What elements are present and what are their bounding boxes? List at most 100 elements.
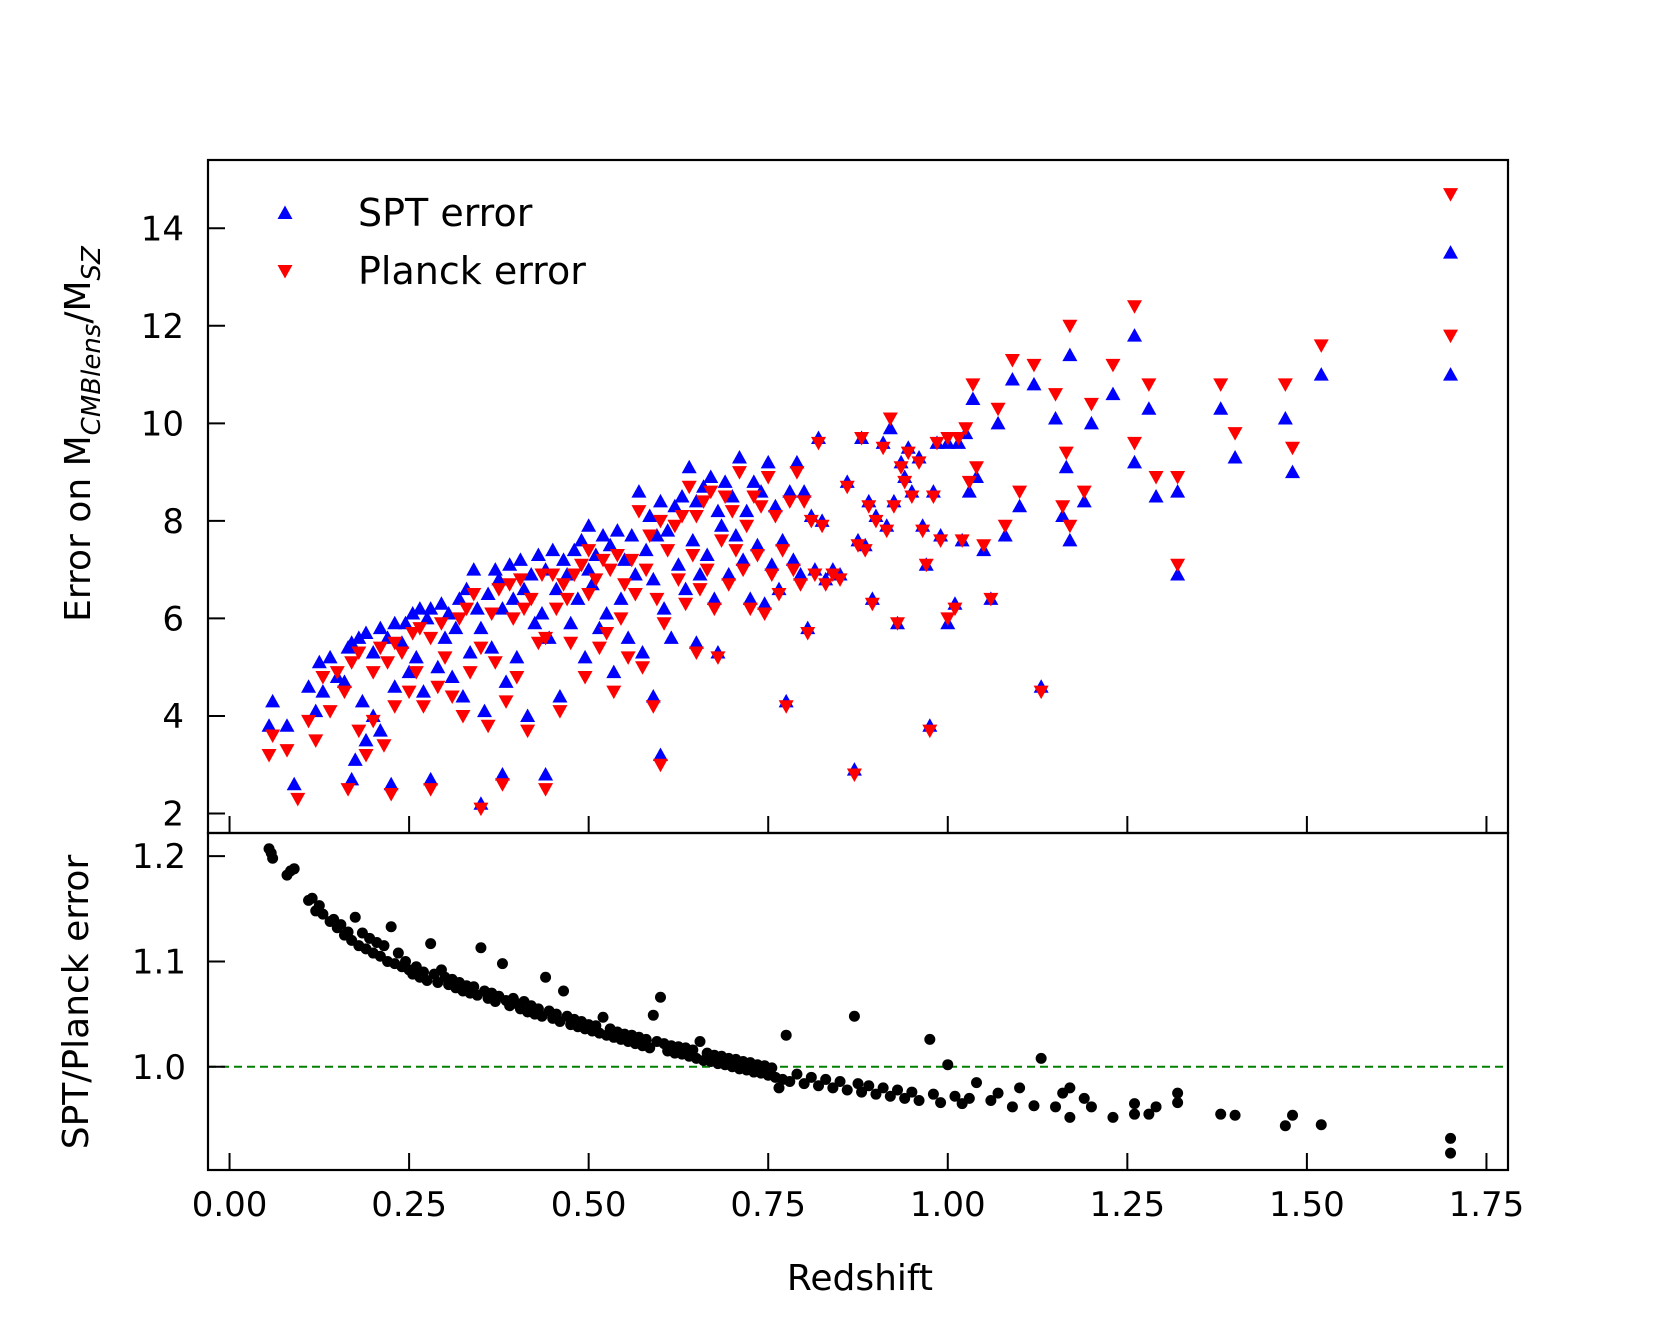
- planck-error-point-194: [1227, 427, 1243, 441]
- ratio-point-168: [992, 1087, 1004, 1099]
- planck-error-point-184: [1076, 485, 1092, 500]
- spt-error-point-75: [556, 552, 572, 566]
- spt-error-point-79: [570, 591, 586, 605]
- planck-error-point-82: [631, 505, 647, 519]
- spt-error-point-139: [767, 498, 783, 513]
- ratio-point-144: [820, 1073, 832, 1085]
- spt-error-point-144: [785, 552, 801, 566]
- planck-error-point-4: [301, 714, 317, 729]
- spt-error-point-212: [1227, 449, 1243, 464]
- spt-error-point-17: [358, 625, 374, 640]
- planck-error-point-66: [573, 558, 589, 573]
- spt-error-point-125: [717, 474, 733, 488]
- spt-error-point-61: [509, 649, 525, 664]
- planck-error-point-74: [602, 563, 618, 578]
- planck-error-point-76: [609, 549, 625, 563]
- planck-error-point-100: [692, 583, 708, 597]
- spt-error-point-143: [782, 484, 798, 498]
- spt-error-point-55: [491, 571, 507, 586]
- bottom-ticks-layer: 1.0 1.1 1.2 0.00 0.25 0.50 0.75 1.00 1.25 1.50 1.7…: [132, 837, 1524, 1225]
- spt-error-point-30: [405, 606, 421, 620]
- planck-error-point-48: [502, 578, 518, 592]
- planck-error-point-128: [793, 578, 809, 592]
- planck-error-point-49: [505, 612, 521, 626]
- planck-error-point-50: [509, 670, 525, 685]
- spt-error-point-41: [444, 669, 460, 683]
- planck-error-point-11: [344, 656, 360, 670]
- ratio-point-100: [644, 1042, 656, 1054]
- ratio-point-37: [417, 966, 429, 978]
- spt-error-point-16: [354, 693, 370, 708]
- ratio-point-51: [468, 981, 480, 993]
- spt-error-point-50: [473, 620, 489, 635]
- spt-error-point-0: [261, 718, 277, 732]
- ratio-point-157: [906, 1086, 918, 1098]
- spt-error-point-186: [961, 484, 977, 498]
- spt-error-point-88: [599, 606, 615, 620]
- planck-error-point-64: [563, 636, 579, 651]
- planck-error-point-179: [1048, 388, 1064, 402]
- planck-error-point-175: [1004, 353, 1020, 368]
- ratio-point-173: [1050, 1101, 1062, 1113]
- planck-error-point-30: [423, 631, 439, 646]
- spt-error-point-62: [512, 552, 528, 566]
- planck-error-point-22: [387, 700, 403, 714]
- ratio-point-38: [421, 974, 433, 986]
- planck-error-point-105: [710, 651, 726, 665]
- planck-error-point-0: [261, 748, 277, 763]
- ratio-point-182: [1143, 1108, 1155, 1120]
- spt-error-point-64: [520, 708, 536, 722]
- ratio-point-165: [963, 1092, 975, 1104]
- planck-error-point-109: [724, 505, 740, 519]
- spt-error-point-92: [613, 591, 629, 605]
- spt-error-point-21: [372, 620, 388, 635]
- spt-error-point-65: [523, 567, 539, 581]
- spt-error-point-200: [1062, 532, 1078, 547]
- planck-error-point-55: [530, 636, 546, 651]
- planck-error-point-45: [491, 583, 507, 597]
- planck-error-point-93: [670, 573, 686, 587]
- spt-error-point-205: [1127, 454, 1143, 469]
- planck-error-point-90: [656, 617, 672, 631]
- spt-error-point-31: [408, 649, 424, 664]
- top-ylabel-sub-2: SZ: [77, 245, 107, 281]
- spt-error-point-89: [602, 537, 618, 552]
- spt-error-point-1: [265, 693, 281, 708]
- ratio-point-134: [766, 1062, 778, 1074]
- planck-error-point-16: [365, 714, 381, 729]
- planck-error-point-145: [868, 514, 884, 529]
- planck-error-point-54: [523, 592, 539, 607]
- planck-error-point-160: [929, 436, 945, 451]
- spt-error-point-217: [1443, 367, 1459, 381]
- planck-error-point-166: [954, 534, 970, 548]
- spt-error-point-195: [1026, 376, 1042, 391]
- planck-error-point-35: [451, 612, 467, 626]
- spt-error-point-6: [311, 654, 327, 669]
- planck-error-point-25: [405, 627, 421, 641]
- spt-error-point-146: [793, 567, 809, 581]
- planck-error-point-154: [904, 490, 920, 504]
- planck-error-point-173: [990, 402, 1006, 417]
- ratio-point-2: [267, 852, 279, 864]
- planck-error-point-125: [782, 495, 798, 509]
- spt-error-point-84: [584, 576, 600, 591]
- ratio-point-146: [834, 1076, 846, 1088]
- ratio-point-156: [899, 1092, 911, 1104]
- spt-error-point-187: [965, 391, 981, 405]
- spt-error-point-108: [663, 630, 679, 644]
- spt-error-point-44: [455, 688, 471, 703]
- planck-error-point-112: [735, 563, 751, 578]
- planck-error-point-149: [886, 500, 902, 514]
- spt-error-point-67: [530, 547, 546, 562]
- planck-error-point-130: [800, 627, 816, 641]
- ratio-point-176: [1064, 1082, 1076, 1094]
- planck-error-point-155: [911, 456, 927, 470]
- ratio-point-16: [342, 926, 354, 938]
- spt-error-point-19: [365, 645, 381, 659]
- planck-error-point-140: [850, 539, 866, 553]
- top-ytick-label-2: 2: [162, 794, 184, 834]
- planck-error-point-195: [1277, 378, 1293, 392]
- planck-error-point-119: [760, 470, 776, 485]
- ratio-point-10: [317, 908, 329, 920]
- planck-error-point-199: [1443, 329, 1459, 344]
